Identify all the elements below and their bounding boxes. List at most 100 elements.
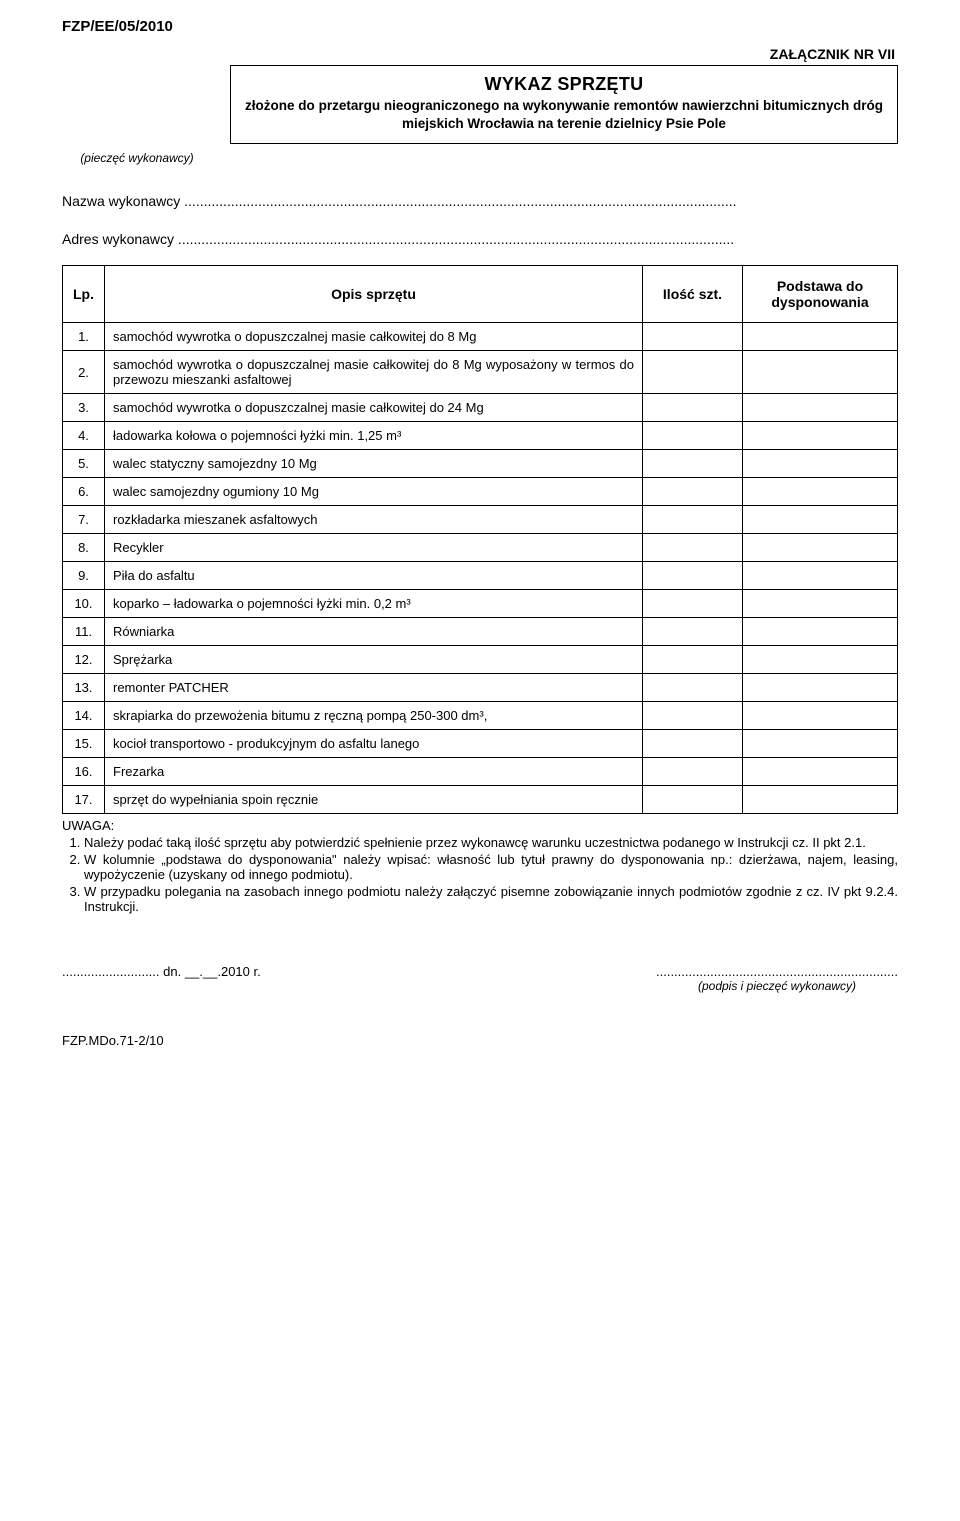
table-header-row: Lp. Opis sprzętu Ilość szt. Podstawa do … (63, 266, 898, 323)
title-subtitle: złożone do przetargu nieograniczonego na… (245, 97, 883, 133)
cell-num: 12. (63, 646, 105, 674)
cell-desc: walec samojezdny ogumiony 10 Mg (105, 478, 643, 506)
attachment-label: ZAŁĄCZNIK NR VII (770, 46, 895, 62)
signature-block: ........................................… (656, 964, 898, 993)
signature-row: ........................... dn. __.__.20… (62, 964, 898, 993)
cell-basis (743, 702, 898, 730)
note-item: W przypadku polegania na zasobach innego… (84, 884, 898, 914)
cell-qty (643, 478, 743, 506)
signature-caption: (podpis i pieczęć wykonawcy) (656, 979, 898, 993)
cell-num: 10. (63, 590, 105, 618)
cell-qty (643, 702, 743, 730)
cell-desc: Frezarka (105, 758, 643, 786)
notes-block: UWAGA: Należy podać taką ilość sprzętu a… (62, 818, 898, 914)
notes-heading: UWAGA: (62, 818, 114, 833)
table-row: 10.koparko – ładowarka o pojemności łyżk… (63, 590, 898, 618)
header-row: (pieczęć wykonawcy) ZAŁĄCZNIK NR VII WYK… (62, 65, 898, 165)
contractor-address-line: Adres wykonawcy ........................… (62, 231, 898, 247)
cell-desc: Sprężarka (105, 646, 643, 674)
cell-num: 1. (63, 323, 105, 351)
cell-num: 14. (63, 702, 105, 730)
cell-basis (743, 758, 898, 786)
cell-qty (643, 590, 743, 618)
cell-desc: skrapiarka do przewożenia bitumu z ręczn… (105, 702, 643, 730)
cell-num: 3. (63, 394, 105, 422)
cell-basis (743, 590, 898, 618)
cell-qty (643, 534, 743, 562)
table-row: 9.Piła do asfaltu (63, 562, 898, 590)
cell-basis (743, 618, 898, 646)
stamp-caption: (pieczęć wykonawcy) (62, 65, 212, 165)
cell-basis (743, 351, 898, 394)
table-row: 4.ładowarka kołowa o pojemności łyżki mi… (63, 422, 898, 450)
cell-qty (643, 758, 743, 786)
cell-qty (643, 323, 743, 351)
cell-qty (643, 730, 743, 758)
cell-qty (643, 506, 743, 534)
cell-num: 16. (63, 758, 105, 786)
col-basis: Podstawa do dysponowania (743, 266, 898, 323)
signature-dots: ........................................… (656, 964, 898, 979)
cell-num: 7. (63, 506, 105, 534)
table-row: 1.samochód wywrotka o dopuszczalnej masi… (63, 323, 898, 351)
cell-num: 5. (63, 450, 105, 478)
table-row: 17.sprzęt do wypełniania spoin ręcznie (63, 786, 898, 814)
cell-basis (743, 730, 898, 758)
cell-num: 17. (63, 786, 105, 814)
cell-desc: walec statyczny samojezdny 10 Mg (105, 450, 643, 478)
cell-basis (743, 478, 898, 506)
cell-desc: kocioł transportowo - produkcyjnym do as… (105, 730, 643, 758)
equipment-table: Lp. Opis sprzętu Ilość szt. Podstawa do … (62, 265, 898, 814)
cell-basis (743, 506, 898, 534)
title-box: ZAŁĄCZNIK NR VII WYKAZ SPRZĘTU złożone d… (230, 65, 898, 144)
cell-basis (743, 450, 898, 478)
cell-desc: Piła do asfaltu (105, 562, 643, 590)
cell-num: 2. (63, 351, 105, 394)
table-row: 13.remonter PATCHER (63, 674, 898, 702)
cell-qty (643, 450, 743, 478)
note-item: W kolumnie „podstawa do dysponowania" na… (84, 852, 898, 882)
title-main: WYKAZ SPRZĘTU (245, 74, 883, 95)
cell-num: 11. (63, 618, 105, 646)
cell-desc: Recykler (105, 534, 643, 562)
table-row: 2.samochód wywrotka o dopuszczalnej masi… (63, 351, 898, 394)
cell-qty (643, 674, 743, 702)
table-row: 7.rozkładarka mieszanek asfaltowych (63, 506, 898, 534)
col-desc: Opis sprzętu (105, 266, 643, 323)
cell-qty (643, 646, 743, 674)
cell-basis (743, 786, 898, 814)
table-row: 15.kocioł transportowo - produkcyjnym do… (63, 730, 898, 758)
cell-qty (643, 394, 743, 422)
page: FZP/EE/05/2010 (pieczęć wykonawcy) ZAŁĄC… (0, 0, 960, 1072)
cell-desc: koparko – ładowarka o pojemności łyżki m… (105, 590, 643, 618)
cell-desc: ładowarka kołowa o pojemności łyżki min.… (105, 422, 643, 450)
cell-desc: sprzęt do wypełniania spoin ręcznie (105, 786, 643, 814)
cell-desc: rozkładarka mieszanek asfaltowych (105, 506, 643, 534)
cell-desc: samochód wywrotka o dopuszczalnej masie … (105, 394, 643, 422)
table-row: 8.Recykler (63, 534, 898, 562)
document-reference: FZP/EE/05/2010 (62, 18, 898, 35)
cell-desc: samochód wywrotka o dopuszczalnej masie … (105, 323, 643, 351)
cell-qty (643, 351, 743, 394)
table-row: 3.samochód wywrotka o dopuszczalnej masi… (63, 394, 898, 422)
table-row: 16.Frezarka (63, 758, 898, 786)
table-row: 14.skrapiarka do przewożenia bitumu z rę… (63, 702, 898, 730)
cell-desc: remonter PATCHER (105, 674, 643, 702)
cell-num: 15. (63, 730, 105, 758)
table-row: 6.walec samojezdny ogumiony 10 Mg (63, 478, 898, 506)
note-item: Należy podać taką ilość sprzętu aby potw… (84, 835, 898, 850)
cell-qty (643, 618, 743, 646)
cell-num: 4. (63, 422, 105, 450)
contractor-name-line: Nazwa wykonawcy ........................… (62, 193, 898, 209)
cell-basis (743, 562, 898, 590)
cell-qty (643, 786, 743, 814)
cell-qty (643, 562, 743, 590)
cell-basis (743, 674, 898, 702)
cell-desc: Równiarka (105, 618, 643, 646)
cell-basis (743, 394, 898, 422)
cell-basis (743, 646, 898, 674)
cell-qty (643, 422, 743, 450)
table-row: 5.walec statyczny samojezdny 10 Mg (63, 450, 898, 478)
date-line: ........................... dn. __.__.20… (62, 964, 261, 993)
cell-num: 13. (63, 674, 105, 702)
